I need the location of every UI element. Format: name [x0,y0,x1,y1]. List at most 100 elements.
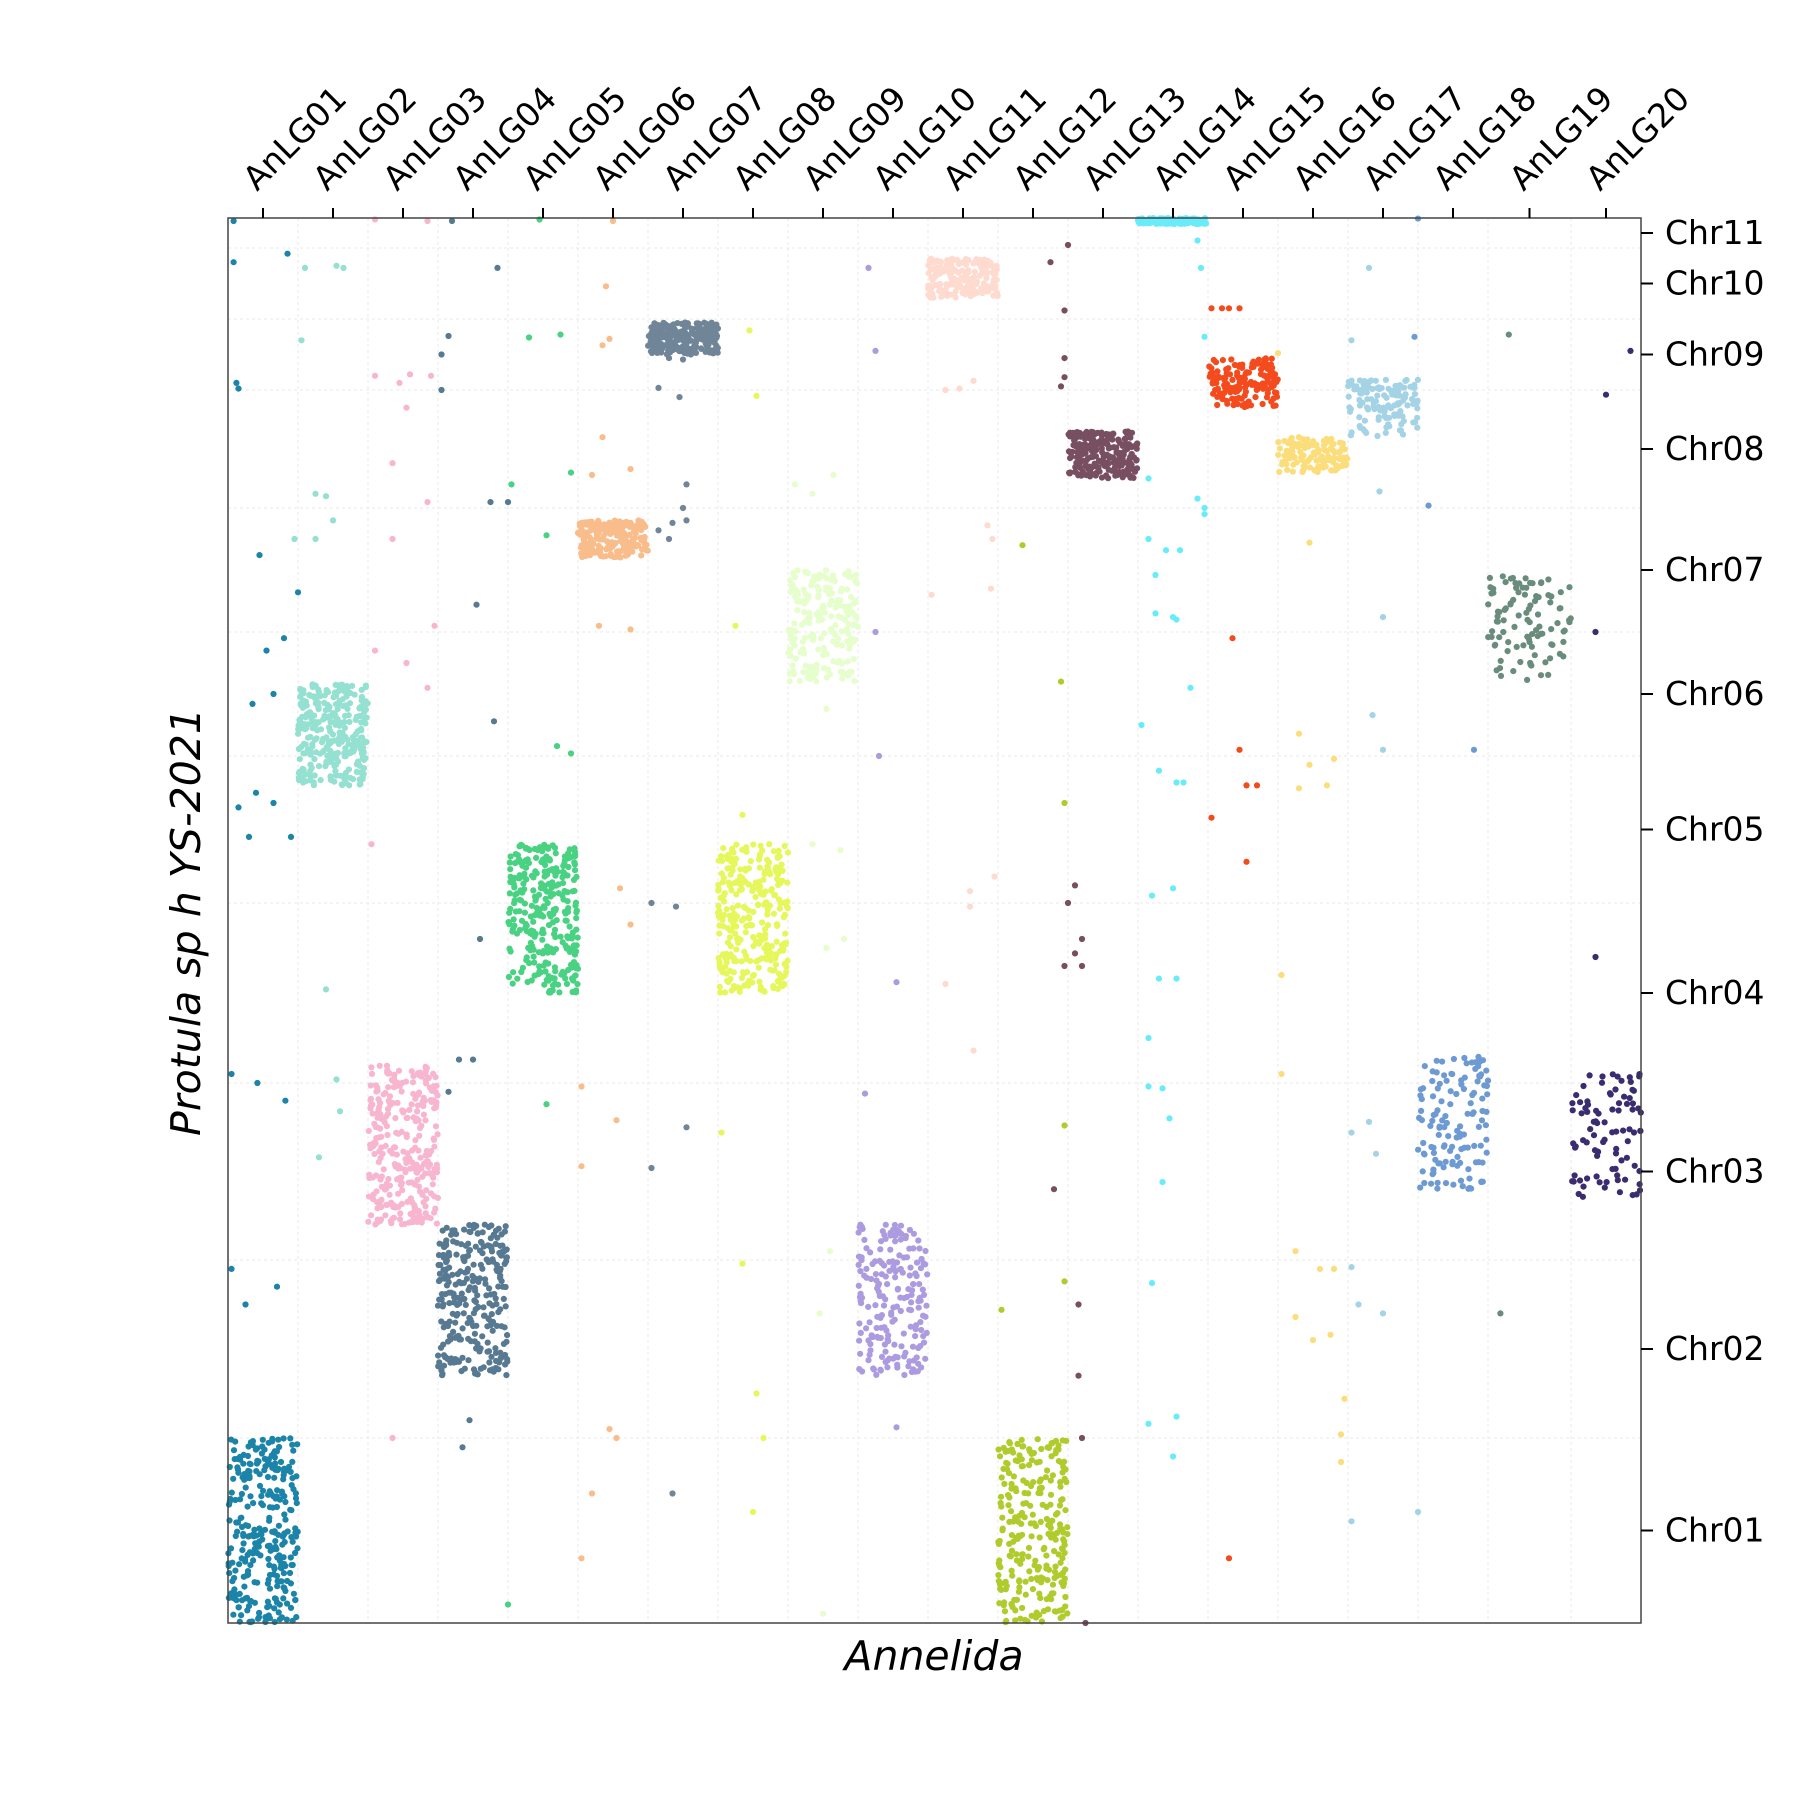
data-point-anlg10 [878,1271,885,1278]
data-point-anlg07 [673,345,680,352]
data-point-anlg05 [539,936,546,943]
data-point-anlg11 [925,282,932,289]
data-point-anlg02 [298,774,306,781]
data-point-anlg01 [270,799,277,807]
data-point-anlg02 [336,700,343,707]
data-point-anlg03 [381,1119,388,1126]
data-point-anlg10 [863,1325,870,1332]
data-point-anlg17 [1411,384,1418,391]
data-point-anlg05 [573,948,580,955]
data-point-anlg05 [540,930,547,937]
data-point-anlg03 [414,1102,421,1109]
data-point-anlg07 [653,346,660,353]
data-point-anlg03 [420,1111,427,1118]
data-point-anlg11 [973,280,980,287]
data-point-anlg10 [912,1368,919,1375]
data-point-anlg09 [826,585,834,592]
data-point-anlg10 [897,1236,904,1243]
data-point-anlg14 [1159,1179,1166,1186]
data-point-anlg13 [1075,1372,1082,1379]
data-point-anlg01 [236,1618,243,1625]
data-point-anlg03 [431,1105,438,1112]
data-point-anlg13 [1095,464,1102,471]
data-point-anlg08 [727,967,734,975]
data-point-anlg12 [1010,1473,1018,1480]
data-point-anlg04 [440,1301,447,1308]
data-point-anlg09 [843,603,850,611]
data-point-anlg17 [1374,385,1381,392]
data-point-anlg01 [281,1511,288,1518]
data-point-anlg09 [828,597,835,604]
data-point-anlg19 [1497,657,1504,665]
data-point-anlg13 [1061,307,1068,314]
data-point-anlg05 [549,883,556,891]
data-point-anlg17 [1414,376,1421,383]
data-point-anlg08 [782,899,789,906]
data-point-anlg06 [578,1555,585,1562]
data-point-anlg07 [647,348,655,355]
data-point-anlg20 [1626,1074,1633,1081]
data-point-anlg07 [701,334,708,341]
data-point-anlg16 [1318,453,1325,460]
data-point-anlg11 [977,256,984,264]
data-point-anlg18 [1430,1111,1437,1119]
data-point-anlg20 [1609,1106,1616,1113]
data-point-anlg03 [384,1201,391,1208]
data-point-anlg14 [1197,264,1205,271]
data-point-anlg04 [466,1417,473,1424]
data-point-anlg19 [1494,618,1501,625]
data-point-anlg01 [241,1476,248,1483]
data-point-anlg01 [292,1597,299,1604]
data-point-anlg08 [733,958,740,965]
data-point-anlg17 [1379,1310,1387,1317]
data-point-anlg19 [1505,331,1512,338]
data-point-anlg03 [384,1106,392,1113]
data-point-anlg09 [823,567,830,574]
data-point-anlg12 [1013,1557,1021,1564]
data-point-anlg04 [450,1238,457,1245]
data-point-anlg03 [391,1161,398,1168]
data-point-anlg12 [999,1527,1006,1534]
data-point-anlg03 [390,1203,397,1211]
data-point-anlg04 [466,1222,473,1229]
data-point-anlg10 [897,1307,904,1315]
data-point-anlg20 [1569,1178,1576,1185]
data-point-anlg09 [794,591,802,598]
data-point-anlg08 [742,952,750,960]
data-point-anlg03 [404,1150,411,1157]
data-point-anlg10 [892,1238,899,1245]
data-point-anlg07 [677,328,685,335]
data-point-anlg12 [1026,1568,1033,1575]
data-point-anlg07 [711,339,718,346]
data-point-anlg02 [304,746,312,753]
data-point-anlg01 [250,1500,257,1507]
data-point-anlg20 [1584,1098,1591,1105]
data-point-anlg13 [1122,435,1129,442]
data-point-anlg08 [720,874,727,881]
data-point-anlg19 [1513,584,1520,592]
data-point-anlg15 [1252,382,1259,389]
data-point-anlg01 [254,1457,261,1464]
data-point-anlg02 [328,738,335,745]
data-point-anlg04 [464,1252,472,1259]
data-point-anlg01 [274,1554,281,1561]
data-point-anlg18 [1467,1100,1474,1107]
data-point-anlg12 [1014,1440,1021,1448]
data-point-anlg20 [1569,1107,1576,1114]
data-point-anlg12 [1061,1122,1068,1129]
data-point-anlg20 [1623,1100,1631,1107]
data-point-anlg07 [665,355,673,362]
data-point-anlg17 [1372,377,1379,384]
data-point-anlg06 [638,518,645,525]
data-point-anlg06 [616,885,624,892]
data-point-anlg03 [389,1150,396,1157]
data-point-anlg08 [757,851,764,858]
data-point-anlg08 [756,940,763,947]
data-point-anlg04 [458,1241,465,1248]
data-point-anlg18 [1471,1142,1478,1149]
data-point-anlg01 [255,1614,263,1621]
data-point-anlg12 [1044,1467,1051,1474]
data-point-anlg02 [326,724,333,731]
data-point-anlg19 [1497,1310,1504,1317]
data-point-anlg03 [407,1195,414,1202]
